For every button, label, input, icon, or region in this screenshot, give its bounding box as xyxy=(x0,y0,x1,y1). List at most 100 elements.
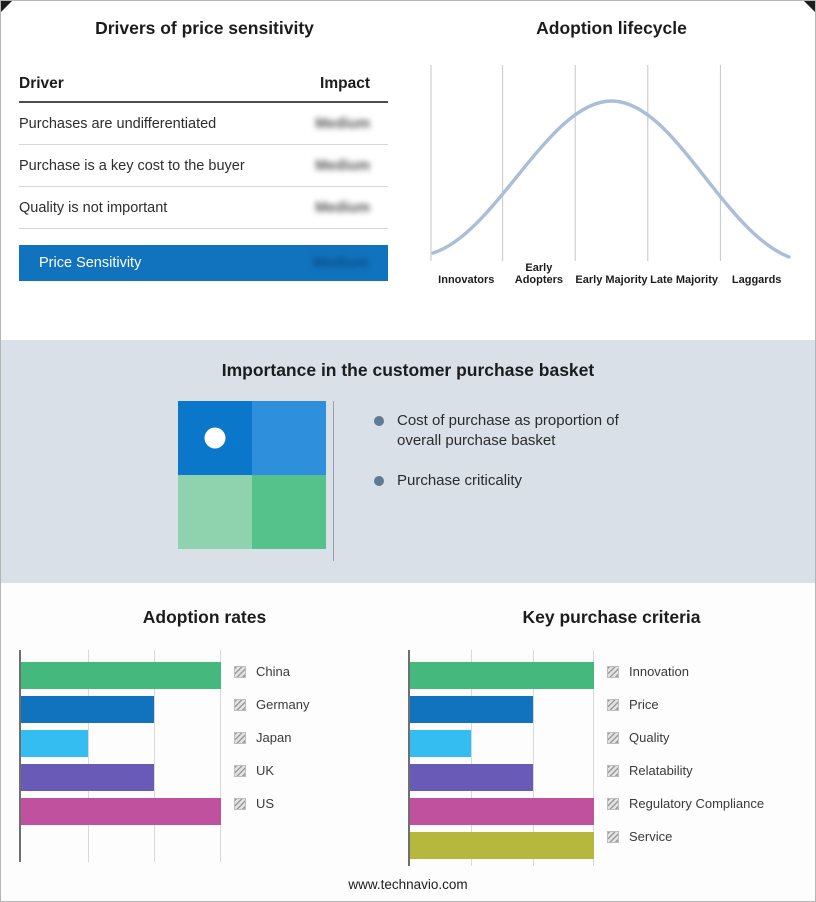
impact-value-blurred: Medium xyxy=(313,255,368,271)
table-row: Purchase is a key cost to the buyer Medi… xyxy=(19,145,388,187)
bullet-text: Cost of purchase as proportion of overal… xyxy=(397,412,619,449)
purchase-basket-section: Importance in the customer purchase bask… xyxy=(1,340,815,583)
bar-quality xyxy=(410,730,472,757)
gridline xyxy=(532,650,534,866)
legend-label: Price xyxy=(629,697,659,712)
legend-swatch-icon xyxy=(607,830,619,843)
basket-bullet: Cost of purchase as proportion of overal… xyxy=(374,411,638,451)
bar-uk xyxy=(21,764,155,791)
legend-label: Relatability xyxy=(629,763,693,778)
bars-group xyxy=(410,650,594,866)
basket-bullet: Purchase criticality xyxy=(374,471,638,491)
price-sensitivity-label: Price Sensitivity xyxy=(39,255,142,271)
adoption-rates-plot xyxy=(19,650,221,862)
key-purchase-criteria-plot xyxy=(408,650,594,866)
bars-group xyxy=(21,650,221,862)
legend-item: US xyxy=(234,787,309,820)
legend-label: US xyxy=(256,796,275,811)
legend-label: Germany xyxy=(256,697,310,712)
gridline xyxy=(220,650,221,862)
matrix-quadrant-bottom-right xyxy=(252,475,326,549)
lifecycle-panel: Adoption lifecycle Innovators Early Adopt… xyxy=(408,1,815,340)
lifecycle-title: Adoption lifecycle xyxy=(536,18,687,38)
drivers-table: Driver Impact Purchases are undifferenti… xyxy=(19,75,388,281)
legend-item: UK xyxy=(234,754,309,787)
key-purchase-criteria-chart: Key purchase criteria Innovation Price Qua… xyxy=(408,607,815,866)
gridline xyxy=(154,650,156,862)
lifecycle-stage-label: Early Adopters xyxy=(514,261,564,287)
corner-fold-icon xyxy=(1,1,12,12)
impact-value-blurred: Medium xyxy=(315,157,370,174)
impact-value-blurred: Medium xyxy=(315,199,370,216)
chart-row: China Germany Japan UK US xyxy=(1,650,408,862)
bullet-icon xyxy=(374,475,384,486)
corner-fold-icon xyxy=(804,1,815,12)
legend-item: Quality xyxy=(607,721,764,754)
legend-swatch-icon xyxy=(234,698,246,711)
lifecycle-stage-label: Innovators xyxy=(438,274,495,287)
legend-item: Innovation xyxy=(607,655,764,688)
legend-swatch-icon xyxy=(234,797,246,810)
legend-label: Quality xyxy=(629,730,670,745)
footer-url: www.technavio.com xyxy=(348,877,468,892)
chart-row: Innovation Price Quality Relatability Regula… xyxy=(408,650,815,866)
gridline xyxy=(593,650,594,866)
bottom-charts-section: Adoption rates China Germany Japan UK US Key… xyxy=(1,583,815,866)
bar-germany xyxy=(21,696,155,723)
legend-swatch-icon xyxy=(607,731,619,744)
legend-swatch-icon xyxy=(607,797,619,810)
legend-label: Innovation xyxy=(629,664,689,679)
legend-swatch-icon xyxy=(607,698,619,711)
drivers-title: Drivers of price sensitivity xyxy=(95,18,314,38)
legend-swatch-icon xyxy=(234,731,246,744)
bar-japan xyxy=(21,730,88,757)
lifecycle-stage-label: Laggards xyxy=(731,274,782,287)
bar-innovation xyxy=(410,662,594,689)
legend-label: Regulatory Compliance xyxy=(629,796,765,811)
legend-swatch-icon xyxy=(607,665,619,678)
drivers-table-header: Driver Impact xyxy=(19,75,388,103)
gridline xyxy=(471,650,473,866)
basket-bullet-list: Cost of purchase as proportion of overal… xyxy=(374,411,638,549)
position-dot-icon xyxy=(204,427,226,449)
table-row: Purchases are undifferentiated Medium xyxy=(19,103,388,145)
lifecycle-stage-label: Late Majority xyxy=(650,274,718,287)
drivers-panel: Drivers of price sensitivity Driver Impa… xyxy=(1,1,408,340)
bell-curve-plot xyxy=(430,65,791,261)
legend-item: Relatability xyxy=(607,754,764,787)
legend-item: Germany xyxy=(234,688,309,721)
gridline xyxy=(87,650,89,862)
lifecycle-stage-label: Early Majority xyxy=(575,274,648,287)
adoption-rates-legend: China Germany Japan UK US xyxy=(234,650,309,862)
driver-label: Purchases are undifferentiated xyxy=(19,115,217,132)
key-purchase-criteria-legend: Innovation Price Quality Relatability Regula… xyxy=(607,650,764,866)
legend-label: UK xyxy=(256,763,275,778)
lifecycle-stage-labels: Innovators Early Adopters Early Majority La… xyxy=(430,261,793,289)
matrix-quadrant-bottom-left xyxy=(178,475,252,549)
legend-item: Japan xyxy=(234,721,309,754)
bar-price xyxy=(410,696,533,723)
driver-label: Quality is not important xyxy=(19,199,168,216)
legend-label: China xyxy=(256,664,290,679)
table-row: Quality is not important Medium xyxy=(19,187,388,229)
legend-item: Service xyxy=(607,820,764,853)
bar-service xyxy=(410,832,594,859)
purchase-basket-matrix xyxy=(178,401,334,561)
basket-title: Importance in the customer purchase bask… xyxy=(221,360,595,380)
column-header-impact: Impact xyxy=(320,75,370,92)
bar-china xyxy=(21,662,221,689)
legend-item: China xyxy=(234,655,309,688)
bullet-icon xyxy=(374,416,384,426)
legend-label: Japan xyxy=(256,730,292,745)
bell-curve xyxy=(431,99,791,259)
bar-relatability xyxy=(410,764,533,791)
legend-swatch-icon xyxy=(607,764,619,777)
bar-us xyxy=(21,798,221,825)
price-sensitivity-bar: Price Sensitivity Medium xyxy=(19,245,388,281)
top-section: Drivers of price sensitivity Driver Impa… xyxy=(1,1,815,340)
key-purchase-criteria-title: Key purchase criteria xyxy=(522,607,701,627)
bullet-text: Purchase criticality xyxy=(397,471,523,489)
adoption-lifecycle-chart: Innovators Early Adopters Early Majority La… xyxy=(430,65,793,289)
legend-label: Service xyxy=(629,829,673,844)
